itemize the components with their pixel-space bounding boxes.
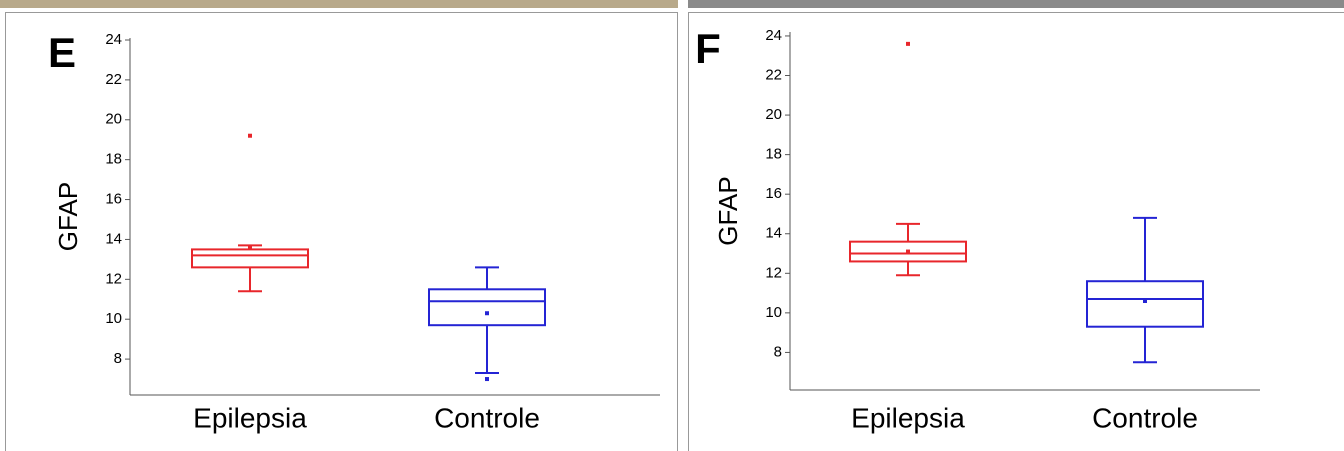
y-tick-label: 14 bbox=[105, 230, 122, 247]
panel-label: F bbox=[695, 25, 721, 72]
y-tick-label: 18 bbox=[105, 151, 122, 168]
y-tick-label: 22 bbox=[765, 66, 782, 83]
y-tick-label: 22 bbox=[105, 71, 122, 88]
mean bbox=[248, 245, 252, 250]
y-tick-label: 24 bbox=[765, 27, 782, 44]
box bbox=[849, 240, 967, 263]
panel-label: E bbox=[48, 29, 76, 76]
x-tick-label: Controle bbox=[1092, 402, 1198, 433]
y-tick-label: 12 bbox=[765, 264, 782, 281]
cropped-image-strip bbox=[0, 0, 678, 8]
y-axis-label: GFAP bbox=[713, 176, 743, 245]
y-tick-label: 12 bbox=[105, 270, 122, 287]
mean bbox=[1143, 298, 1147, 303]
x-tick-label: Controle bbox=[434, 402, 540, 433]
box bbox=[1086, 280, 1204, 328]
y-tick-label: 20 bbox=[765, 106, 782, 123]
box bbox=[191, 248, 309, 269]
y-tick-label: 10 bbox=[105, 310, 122, 327]
y-axis-label: GFAP bbox=[53, 182, 83, 251]
box bbox=[428, 288, 546, 327]
outlier bbox=[248, 133, 252, 138]
y-tick-label: 16 bbox=[105, 191, 122, 208]
panel-frame bbox=[5, 12, 678, 451]
y-tick-label: 24 bbox=[105, 31, 122, 48]
y-tick-label: 16 bbox=[765, 185, 782, 202]
mean bbox=[485, 311, 489, 316]
cropped-image-strip bbox=[688, 0, 1344, 8]
outlier bbox=[906, 41, 910, 46]
y-tick-label: 8 bbox=[114, 350, 122, 367]
mean bbox=[906, 249, 910, 254]
x-tick-label: Epilepsia bbox=[851, 402, 965, 433]
y-tick-label: 8 bbox=[774, 343, 782, 360]
y-tick-label: 20 bbox=[105, 111, 122, 128]
y-tick-label: 10 bbox=[765, 304, 782, 321]
x-tick-label: Epilepsia bbox=[193, 402, 307, 433]
panel-frame bbox=[688, 12, 1344, 451]
y-tick-label: 18 bbox=[765, 146, 782, 163]
y-tick-label: 14 bbox=[765, 225, 782, 242]
outlier bbox=[485, 377, 489, 382]
